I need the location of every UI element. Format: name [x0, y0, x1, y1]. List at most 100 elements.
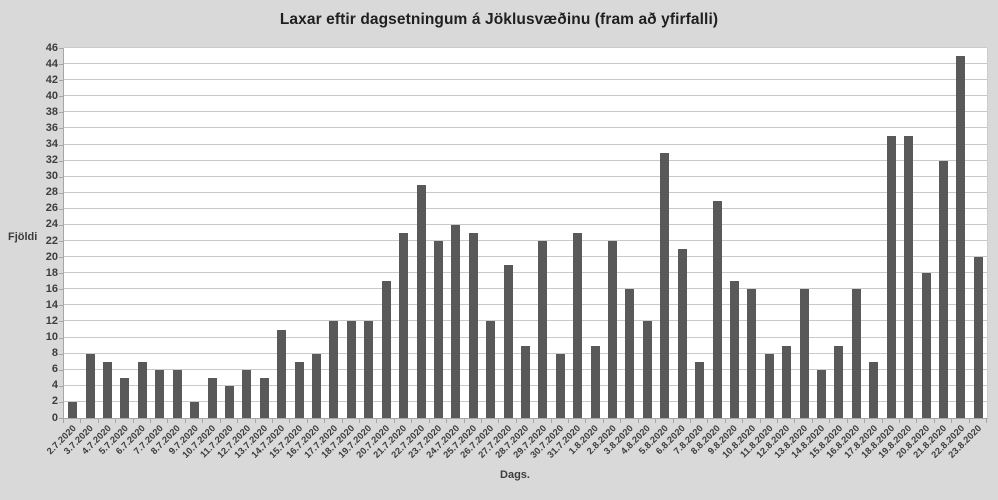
x-tick-mark: [846, 419, 848, 423]
x-tick-mark: [933, 419, 935, 423]
bar: [956, 56, 966, 418]
bar: [886, 136, 896, 418]
x-tick-mark: [306, 419, 308, 423]
x-tick-mark: [620, 419, 622, 423]
y-tick-mark: [59, 337, 63, 339]
x-tick-mark: [115, 419, 117, 423]
x-tick-mark: [219, 419, 221, 423]
bar: [712, 200, 722, 418]
x-tick-mark: [393, 419, 395, 423]
bar: [973, 257, 983, 418]
x-tick-mark: [167, 419, 169, 423]
bar: [85, 353, 95, 418]
gridline: [64, 240, 987, 242]
bar: [921, 273, 931, 418]
y-tick-label: 22: [45, 234, 58, 247]
y-tick-mark: [59, 353, 63, 355]
bar: [68, 401, 78, 418]
y-tick-mark: [59, 289, 63, 291]
x-tick-mark: [289, 419, 291, 423]
bar: [416, 184, 426, 418]
gridline: [64, 256, 987, 258]
bar: [486, 321, 496, 418]
x-tick-mark: [480, 419, 482, 423]
x-tick-mark: [811, 419, 813, 423]
x-tick-mark: [637, 419, 639, 423]
y-tick-mark: [59, 192, 63, 194]
x-tick-mark: [341, 419, 343, 423]
gridline: [64, 191, 987, 193]
y-tick-label: 30: [45, 170, 58, 183]
y-tick-label: 44: [45, 57, 58, 70]
bar: [590, 345, 600, 418]
bar: [207, 377, 217, 418]
bar: [521, 345, 530, 418]
gridline: [64, 111, 987, 113]
y-tick-mark: [59, 80, 63, 82]
x-tick-mark: [376, 419, 378, 423]
y-tick-mark: [59, 273, 63, 275]
bar: [938, 160, 948, 418]
x-tick-mark: [237, 419, 239, 423]
bar: [172, 369, 182, 418]
gridline: [64, 47, 987, 48]
bar: [137, 361, 147, 418]
bar: [224, 385, 234, 418]
x-tick-mark: [864, 419, 866, 423]
y-tick-label: 36: [45, 121, 58, 134]
bar: [451, 224, 461, 418]
gridline: [64, 127, 987, 129]
y-tick-mark: [59, 385, 63, 387]
x-tick-mark: [446, 419, 448, 423]
x-tick-mark: [724, 419, 726, 423]
x-tick-mark: [533, 419, 535, 423]
x-tick-mark: [202, 419, 204, 423]
x-tick-mark: [359, 419, 361, 423]
bar: [573, 233, 583, 418]
x-tick-mark: [655, 419, 657, 423]
bar: [312, 353, 322, 418]
y-tick-mark: [59, 64, 63, 66]
bar: [433, 241, 443, 418]
x-tick-mark: [428, 419, 430, 423]
y-tick-label: 20: [45, 250, 58, 263]
y-axis-title: Fjöldi: [8, 231, 38, 243]
bar: [468, 233, 478, 418]
y-tick-mark: [59, 144, 63, 146]
gridline: [64, 207, 987, 209]
x-tick-mark: [881, 419, 883, 423]
gridline: [64, 159, 987, 161]
gridline: [64, 272, 987, 274]
x-tick-mark: [898, 419, 900, 423]
y-tick-mark: [59, 321, 63, 323]
y-tick-label: 0: [51, 411, 58, 424]
bar: [346, 321, 356, 418]
x-tick-mark: [986, 419, 987, 423]
y-tick-mark: [59, 241, 63, 243]
y-tick-mark: [59, 257, 63, 259]
x-tick-mark: [951, 419, 953, 423]
y-tick-label: 2: [51, 395, 58, 408]
gridline: [64, 63, 987, 65]
bar: [503, 265, 513, 418]
x-tick-mark: [759, 419, 761, 423]
y-tick-label: 24: [45, 218, 58, 231]
bar: [608, 241, 618, 418]
bar: [851, 289, 861, 418]
y-tick-mark: [59, 128, 63, 130]
x-tick-mark: [829, 419, 831, 423]
bar: [677, 249, 687, 418]
bar: [242, 369, 252, 418]
y-tick-label: 10: [45, 331, 58, 344]
x-tick-mark: [916, 419, 918, 423]
bar: [869, 361, 879, 418]
y-tick-label: 18: [45, 266, 58, 279]
bar: [329, 321, 339, 418]
x-tick-mark: [585, 419, 587, 423]
y-tick-label: 6: [51, 363, 58, 376]
y-tick-mark: [59, 369, 63, 371]
x-tick-mark: [150, 419, 152, 423]
y-tick-label: 14: [45, 298, 58, 311]
y-tick-label: 42: [45, 73, 58, 86]
